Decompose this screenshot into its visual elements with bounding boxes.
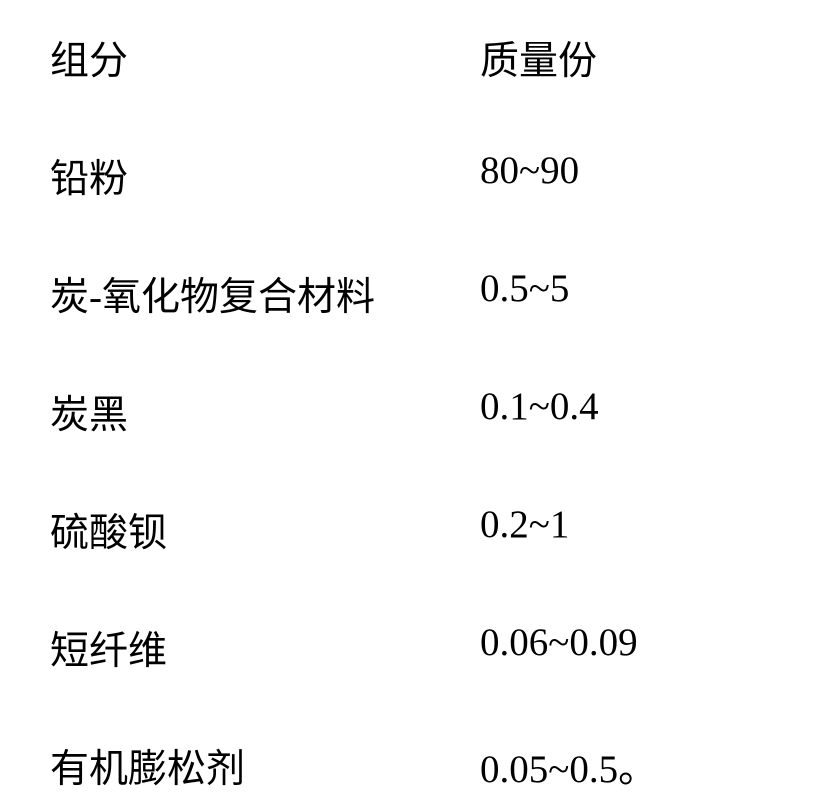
header-value-label: 质量份: [480, 30, 597, 86]
table-row: 硫酸钡 0.2~1: [50, 502, 770, 558]
component-cell: 炭-氧化物复合材料: [50, 266, 480, 322]
table-header-row: 组分 质量份: [50, 30, 770, 86]
value-cell: 0.05~0.5。: [480, 738, 657, 794]
value-cell: 0.1~0.4: [480, 384, 599, 440]
value-cell: 0.06~0.09: [480, 620, 638, 676]
header-component-label: 组分: [50, 30, 480, 86]
table-row: 炭-氧化物复合材料 0.5~5: [50, 266, 770, 322]
component-cell: 硫酸钡: [50, 502, 480, 558]
component-cell: 有机膨松剂: [50, 738, 480, 794]
component-cell: 炭黑: [50, 384, 480, 440]
table-row: 炭黑 0.1~0.4: [50, 384, 770, 440]
table-row: 短纤维 0.06~0.09: [50, 620, 770, 676]
table-row: 有机膨松剂 0.05~0.5。: [50, 738, 770, 794]
composition-table: 组分 质量份 铅粉 80~90 炭-氧化物复合材料 0.5~5 炭黑 0.1~0…: [50, 30, 770, 794]
component-cell: 铅粉: [50, 148, 480, 204]
value-cell: 80~90: [480, 148, 579, 204]
value-cell: 0.5~5: [480, 266, 569, 322]
value-cell: 0.2~1: [480, 502, 569, 558]
table-row: 铅粉 80~90: [50, 148, 770, 204]
component-cell: 短纤维: [50, 620, 480, 676]
